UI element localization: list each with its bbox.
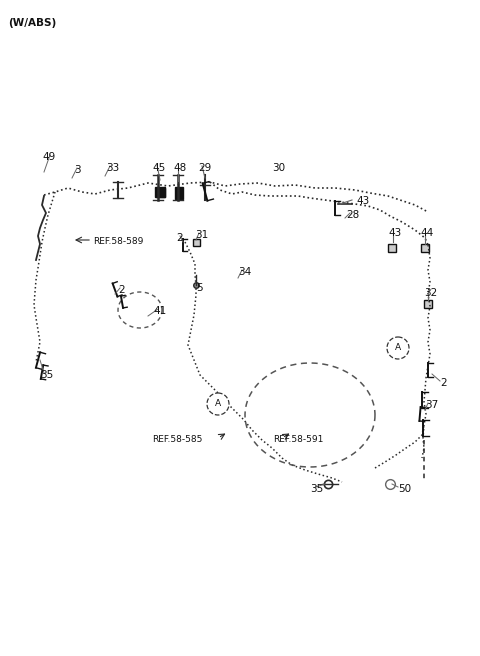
Circle shape	[207, 393, 229, 415]
Text: 35: 35	[40, 370, 53, 380]
Text: REF.58-591: REF.58-591	[273, 435, 324, 444]
Bar	[424, 300, 432, 308]
Text: 5: 5	[196, 283, 203, 293]
Text: 41: 41	[153, 306, 166, 316]
Text: REF.58-589: REF.58-589	[93, 237, 144, 246]
Text: 31: 31	[195, 230, 208, 240]
Text: A: A	[395, 344, 401, 352]
Text: 33: 33	[106, 163, 119, 173]
Text: 37: 37	[425, 400, 438, 410]
Text: 50: 50	[398, 484, 411, 494]
Text: 2: 2	[118, 285, 125, 295]
Text: (W/ABS): (W/ABS)	[8, 18, 56, 28]
Text: 45: 45	[152, 163, 165, 173]
Text: 49: 49	[42, 152, 55, 162]
Text: 35: 35	[310, 484, 323, 494]
Text: 30: 30	[272, 163, 285, 173]
Text: 29: 29	[198, 163, 211, 173]
Text: 34: 34	[238, 267, 251, 277]
Text: 2: 2	[440, 378, 446, 388]
Bar	[192, 239, 200, 245]
Bar	[421, 244, 429, 252]
Text: 48: 48	[173, 163, 186, 173]
Circle shape	[387, 337, 409, 359]
Bar	[155, 187, 165, 197]
Bar	[175, 187, 183, 199]
Text: 32: 32	[424, 288, 437, 298]
Text: 44: 44	[420, 228, 433, 238]
Text: 28: 28	[346, 210, 359, 220]
Text: 3: 3	[74, 165, 81, 175]
Text: 43: 43	[388, 228, 401, 238]
Bar	[388, 244, 396, 252]
Text: REF.58-585: REF.58-585	[152, 435, 203, 444]
Text: 43: 43	[356, 196, 369, 206]
Text: 2: 2	[176, 233, 182, 243]
Bar	[156, 188, 165, 197]
Text: A: A	[215, 400, 221, 409]
